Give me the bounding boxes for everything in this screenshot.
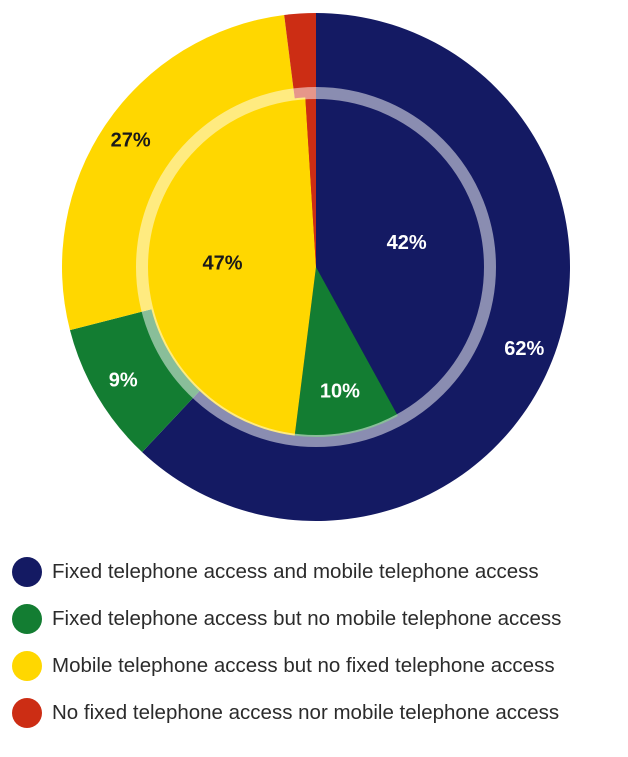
outer-label-fixed-only: 9% bbox=[109, 369, 138, 391]
inner-label-fixed-and-mobile: 42% bbox=[387, 232, 427, 254]
legend-item-fixed-and-mobile: Fixed telephone access and mobile teleph… bbox=[12, 548, 622, 595]
outer-label-mobile-only: 27% bbox=[111, 129, 151, 151]
inner-slice-fixed-only bbox=[294, 267, 398, 438]
inner-slice-mobile-only bbox=[146, 97, 316, 436]
legend-swatch-no-access bbox=[12, 697, 42, 728]
legend-item-mobile-only: Mobile telephone access but no fixed tel… bbox=[12, 642, 622, 689]
inner-label-fixed-only: 10% bbox=[320, 380, 360, 402]
legend-item-fixed-only: Fixed telephone access but no mobile tel… bbox=[12, 595, 622, 642]
legend-item-no-access: No fixed telephone access nor mobile tel… bbox=[12, 689, 622, 736]
inner-ring bbox=[146, 97, 486, 438]
inner-slice-fixed-and-mobile bbox=[316, 97, 486, 416]
outer-label-fixed-and-mobile: 62% bbox=[504, 338, 544, 360]
inner-slice-no-access bbox=[305, 97, 316, 267]
legend-label-mobile-only: Mobile telephone access but no fixed tel… bbox=[52, 653, 555, 677]
legend-label-fixed-and-mobile: Fixed telephone access and mobile teleph… bbox=[52, 559, 539, 583]
legend-swatch-fixed-and-mobile bbox=[12, 556, 42, 587]
legend-label-fixed-only: Fixed telephone access but no mobile tel… bbox=[52, 606, 562, 630]
donut-chart: 62% 9% 27% 42% 10% 47% bbox=[61, 12, 571, 522]
legend: Fixed telephone access and mobile teleph… bbox=[12, 548, 622, 736]
inner-label-mobile-only: 47% bbox=[202, 252, 242, 274]
ring-separator bbox=[136, 87, 496, 447]
legend-swatch-fixed-only bbox=[12, 603, 42, 634]
legend-label-no-access: No fixed telephone access nor mobile tel… bbox=[52, 700, 560, 724]
legend-swatch-mobile-only bbox=[12, 650, 42, 681]
